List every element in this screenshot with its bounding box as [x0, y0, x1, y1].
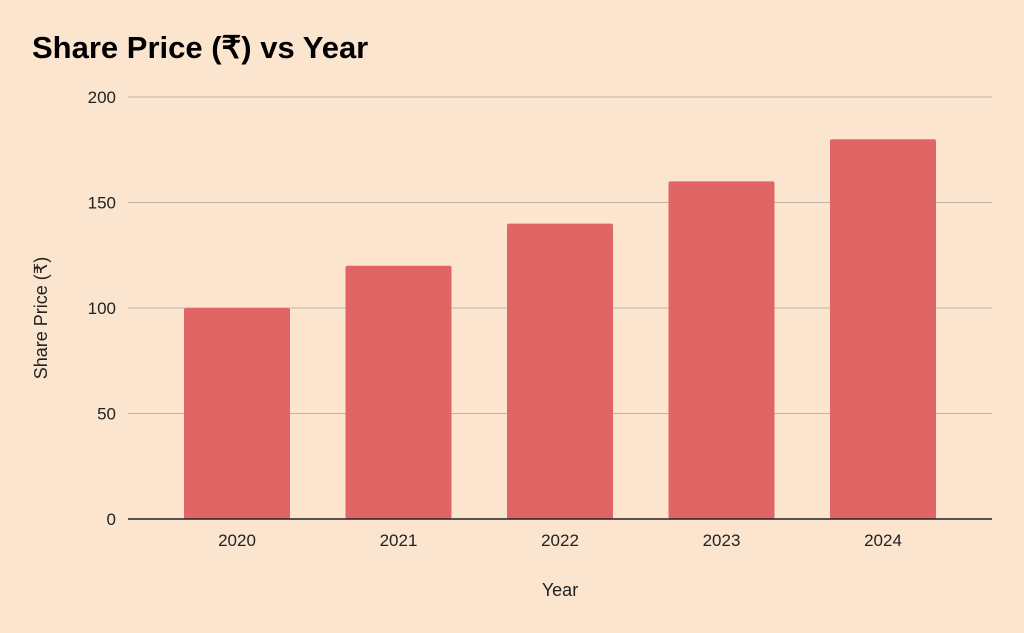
y-tick-label: 100 — [88, 299, 116, 318]
bar-2021 — [345, 265, 452, 519]
x-axis-title: Year — [542, 580, 578, 600]
y-tick-label: 0 — [107, 510, 116, 529]
chart-title: Share Price (₹) vs Year — [32, 30, 368, 65]
bar-2022 — [507, 223, 613, 519]
x-tick-label: 2020 — [218, 531, 256, 550]
x-tick-label: 2022 — [541, 531, 579, 550]
y-tick-label: 150 — [88, 194, 116, 213]
y-tick-label: 50 — [97, 405, 116, 424]
x-tick-label: 2024 — [864, 531, 902, 550]
x-axis-ticks: 2020 2021 2022 2023 2024 — [218, 531, 902, 550]
y-tick-label: 200 — [88, 88, 116, 107]
bars — [184, 139, 936, 519]
x-tick-label: 2023 — [703, 531, 741, 550]
bar-2024 — [830, 139, 936, 519]
bar-2023 — [668, 181, 775, 519]
x-tick-label: 2021 — [380, 531, 418, 550]
y-axis-title: Share Price (₹) — [31, 257, 51, 379]
y-axis-ticks: 0 50 100 150 200 — [88, 88, 116, 529]
bar-2020 — [184, 308, 290, 519]
